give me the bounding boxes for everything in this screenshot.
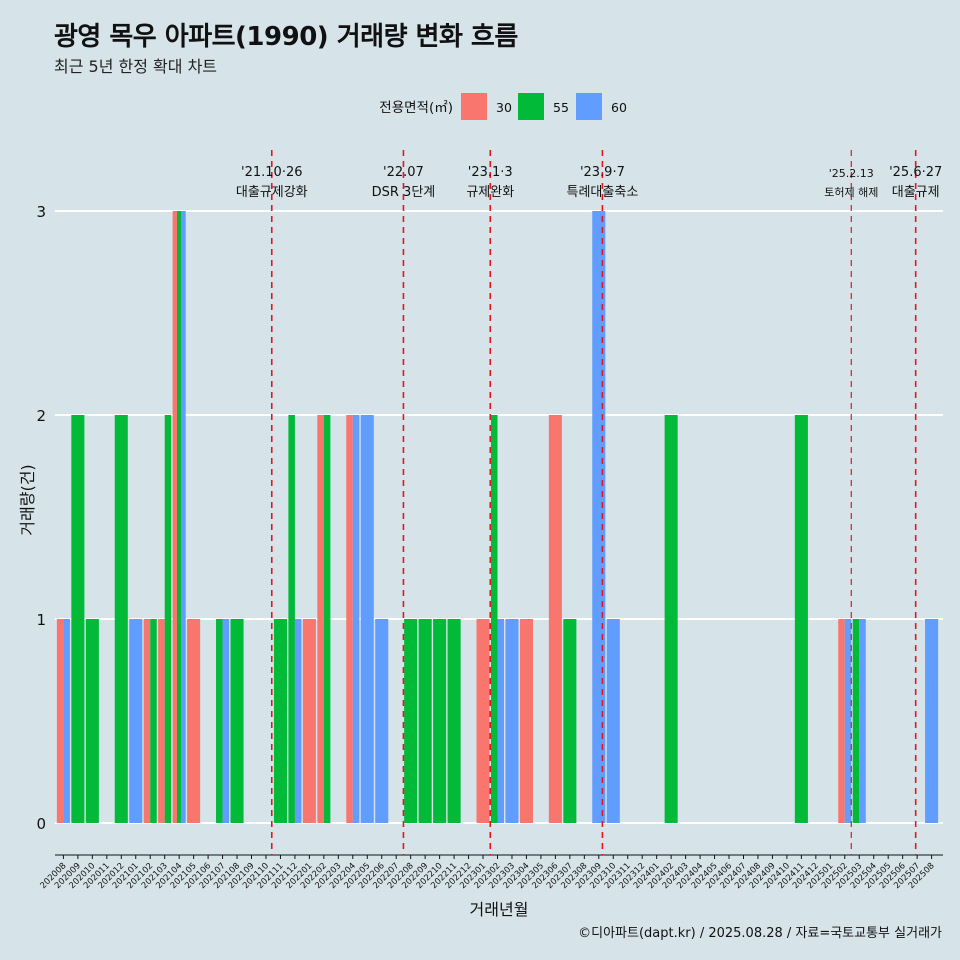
- bar-55: [433, 619, 447, 823]
- bar-55: [85, 619, 99, 823]
- bar-60: [360, 415, 374, 823]
- bar-30: [158, 619, 165, 823]
- bar-55: [447, 619, 461, 823]
- bar-30: [187, 619, 201, 823]
- bar-30: [302, 619, 316, 823]
- bar-55: [664, 415, 678, 823]
- bar-55: [288, 415, 295, 823]
- bar-60: [352, 415, 360, 823]
- bar-55: [176, 211, 182, 823]
- event-text-label: 규제완화: [466, 185, 514, 200]
- bar-60: [294, 619, 302, 823]
- bar-55: [216, 619, 223, 823]
- bar-30: [548, 415, 562, 823]
- bar-30: [56, 619, 64, 823]
- bar-55: [164, 415, 172, 823]
- bar-30: [838, 619, 845, 823]
- legend-label: 30: [496, 100, 512, 115]
- bar-55: [150, 619, 157, 823]
- y-tick-label: 2: [36, 407, 46, 425]
- bar-55: [273, 619, 287, 823]
- bar-60: [129, 619, 143, 823]
- event-text-label: 토허제 해제: [824, 185, 878, 199]
- source-caption: ©디아파트(dapt.kr) / 2025.08.28 / 자료=국토교통부 실…: [578, 926, 942, 941]
- legend-title: 전용면적(㎡): [379, 100, 453, 116]
- bar-60: [63, 619, 70, 823]
- bar-60: [181, 211, 186, 823]
- bar-60: [606, 619, 620, 823]
- bar-55: [418, 619, 432, 823]
- legend-label: 60: [611, 100, 627, 115]
- event-text-label: 대출규제강화: [236, 185, 308, 200]
- y-tick-label: 3: [36, 203, 46, 221]
- bar-60: [497, 619, 505, 823]
- bar-60: [375, 619, 389, 823]
- legend-swatch-30: [461, 93, 487, 120]
- event-date-label: '22.07: [383, 165, 424, 180]
- legend-label: 55: [553, 100, 569, 115]
- bar-60: [859, 619, 866, 823]
- bar-60: [844, 619, 852, 823]
- bar-55: [490, 415, 498, 823]
- bar-55: [71, 415, 85, 823]
- bar-30: [519, 619, 533, 823]
- bar-60: [925, 619, 939, 823]
- bar-30: [317, 415, 324, 823]
- event-date-label: '21.10·26: [241, 165, 302, 180]
- x-axis-title: 거래년월: [470, 900, 529, 919]
- bar-30: [143, 619, 151, 823]
- chart-subtitle: 최근 5년 한정 확대 차트: [54, 57, 218, 76]
- y-tick-label: 1: [36, 611, 46, 629]
- legend-swatch-55: [518, 93, 544, 120]
- bar-30: [172, 211, 177, 823]
- event-date-label: '25.2.13: [829, 167, 874, 180]
- event-date-label: '25.6·27: [889, 165, 942, 180]
- bar-55: [852, 619, 860, 823]
- bar-55: [563, 619, 577, 823]
- event-text-label: 특례대출축소: [567, 185, 639, 200]
- event-date-label: '23.1·3: [468, 165, 513, 180]
- bar-30: [346, 415, 353, 823]
- bar-60: [222, 619, 230, 823]
- bar-55: [230, 619, 244, 823]
- event-date-label: '23.9·7: [580, 165, 625, 180]
- legend-swatch-60: [576, 93, 602, 120]
- bar-55: [404, 619, 418, 823]
- y-tick-label: 0: [36, 815, 46, 833]
- chart-title: 광영 목우 아파트(1990) 거래량 변화 흐름: [54, 22, 518, 52]
- bar-55: [794, 415, 808, 823]
- y-axis-title: 거래량(건): [18, 464, 37, 535]
- bar-30: [476, 619, 490, 823]
- bar-55: [323, 415, 331, 823]
- event-text-label: 대출규제: [892, 185, 940, 200]
- event-text-label: DSR 3단계: [372, 185, 436, 200]
- bar-55: [114, 415, 128, 823]
- bar-60: [592, 211, 606, 823]
- bar-60: [505, 619, 519, 823]
